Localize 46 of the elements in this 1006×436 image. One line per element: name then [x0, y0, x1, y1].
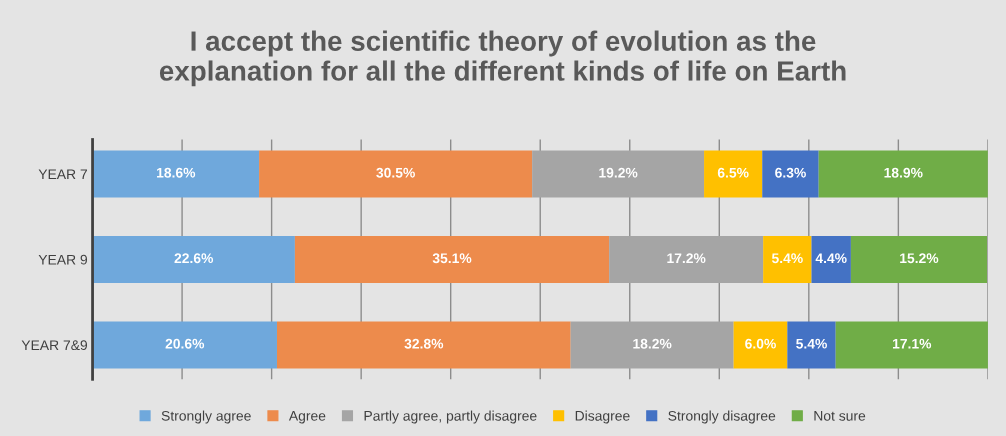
data-label: 17.2%	[667, 253, 706, 264]
bar	[787, 321, 836, 369]
bar	[811, 235, 851, 283]
bar	[570, 321, 734, 369]
data-label: 5.4%	[771, 253, 803, 264]
bar	[704, 150, 763, 198]
bar	[92, 150, 260, 198]
legend-label: Strongly disagree	[668, 410, 776, 424]
data-label: 6.5%	[717, 167, 749, 178]
legend-label: Partly agree, partly disagree	[364, 410, 537, 424]
bar	[259, 150, 533, 198]
data-label: 5.4%	[796, 338, 827, 349]
data-label: 18.9%	[884, 167, 923, 178]
bar	[762, 150, 819, 198]
data-label: 18.6%	[157, 167, 196, 178]
data-label: 6.0%	[745, 338, 776, 349]
legend-label: Agree	[288, 411, 326, 424]
data-label: 22.6%	[174, 253, 214, 264]
data-label: 17.1%	[892, 338, 932, 349]
bar	[532, 150, 705, 198]
bar	[850, 235, 987, 283]
bar	[92, 321, 277, 369]
data-label: 20.6%	[165, 338, 205, 349]
bar	[733, 321, 788, 369]
y-tick-label: YEAR 9	[38, 254, 88, 265]
legend-label: Strongly agree	[161, 410, 251, 424]
y-tick-label: YEAR 7&9	[21, 340, 88, 351]
data-label: 6.3%	[775, 167, 806, 178]
bar	[294, 235, 610, 283]
data-label: 4.4%	[815, 253, 847, 264]
data-label: 35.1%	[432, 253, 472, 264]
legend-label: Disagree	[575, 410, 630, 424]
bar	[609, 235, 764, 283]
bar	[835, 321, 988, 369]
data-label: 15.2%	[900, 253, 939, 264]
data-label: 19.2%	[599, 167, 638, 178]
bar	[763, 235, 812, 283]
chart-title: I accept the scientific theory of evolution as the explanation for all the different kinds of life on Earth	[159, 30, 846, 87]
legend-label: Not sure	[814, 411, 866, 421]
data-label: 32.8%	[404, 338, 444, 349]
data-label: 18.2%	[633, 338, 672, 349]
data-label: 30.5%	[376, 167, 415, 178]
y-tick-label: YEAR 7	[38, 169, 87, 179]
bar	[92, 235, 295, 283]
bar	[818, 150, 988, 198]
bar	[276, 321, 571, 369]
